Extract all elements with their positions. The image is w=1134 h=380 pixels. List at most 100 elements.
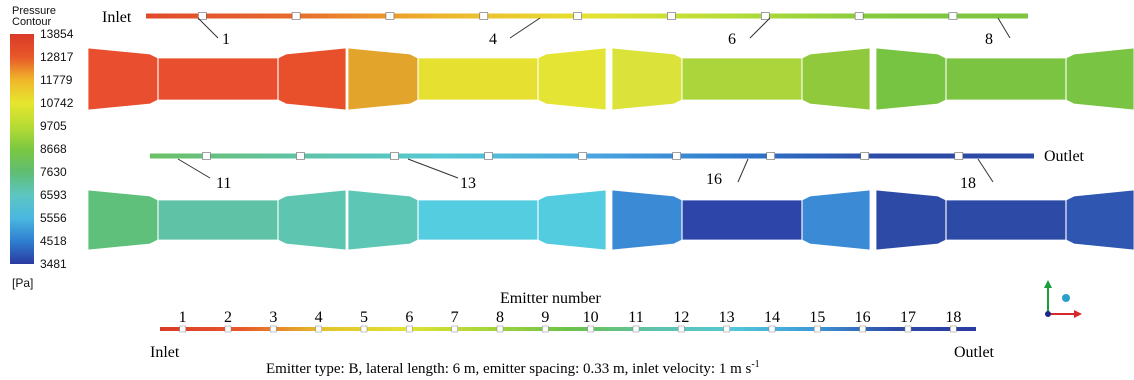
emitter-number-1: 1	[179, 309, 187, 326]
lateral-emitter-marker	[202, 152, 211, 160]
lateral-emitter-marker	[479, 12, 489, 20]
emitter-strip-marker	[496, 325, 504, 333]
emitter-number-4: 4	[315, 309, 323, 326]
bottom-lateral-line	[150, 152, 1034, 160]
emitter-numbers: 1 2 3 4 5 6 7 8 9 10 11 12 13 14 15 16 17 18	[179, 309, 962, 326]
legend-level-label: 12817	[40, 50, 74, 64]
emitter-strip-marker	[904, 325, 912, 333]
lateral-emitter-marker	[667, 12, 676, 20]
emitter-strip-marker	[451, 325, 458, 333]
lateral-emitter-marker	[291, 12, 301, 20]
legend-level-label: 4518	[40, 234, 67, 248]
lateral-emitter-marker	[860, 152, 870, 160]
emitter-strip-marker	[179, 325, 186, 333]
bottom-callout-1: 11	[216, 175, 231, 192]
emitter-number-11: 11	[628, 309, 643, 326]
emitter-number-13: 13	[719, 309, 735, 326]
lateral-pipe	[150, 153, 1034, 159]
lateral-emitter-marker	[766, 152, 775, 160]
caption-text: Emitter type: B, lateral length: 6 m, em…	[266, 361, 751, 377]
lateral-emitter-marker	[484, 152, 493, 160]
legend-color-bar	[10, 34, 34, 264]
lateral-emitter-marker	[760, 12, 770, 20]
bottom-outlet-label: Outlet	[1044, 148, 1085, 165]
segment-left-connector	[611, 47, 683, 111]
segment-right-connector	[277, 189, 347, 251]
axes-triad-icon	[1044, 280, 1082, 318]
top-callout-4: 8	[985, 31, 993, 48]
caption: Emitter type: B, lateral length: 6 m, em…	[266, 359, 760, 377]
emitter-number-9: 9	[541, 309, 549, 326]
emitter-strip-marker	[542, 325, 549, 333]
segment-body	[681, 57, 803, 101]
segment-right-connector	[537, 47, 607, 111]
lateral-emitter-marker	[573, 12, 582, 20]
segment-body	[417, 199, 539, 241]
legend-title-line2: Contour	[12, 16, 52, 28]
lateral-emitter-marker	[390, 152, 399, 160]
lateral-emitter-marker	[948, 12, 958, 20]
legend-title: Pressure Contour	[12, 6, 56, 28]
emitter-number-12: 12	[673, 309, 689, 326]
top-callouts	[197, 17, 1011, 39]
segment-right-connector	[801, 189, 871, 251]
lateral-emitter-marker	[578, 152, 587, 160]
segment-body	[417, 57, 539, 101]
legend-level-label: 5556	[40, 211, 67, 225]
bottom-callouts	[177, 158, 994, 183]
legend-unit: [Pa]	[12, 276, 34, 290]
segment-body	[157, 199, 279, 241]
emitter-strip-marker	[859, 325, 866, 333]
emitter-strip-marker	[270, 325, 277, 333]
legend-labels: 13854 12817 11779 10742 9705 8668 7630 6593 5556…	[40, 27, 84, 274]
segment-right-connector	[1065, 47, 1134, 111]
legend-level-label: 7630	[40, 165, 67, 179]
segment-left-connector	[875, 47, 947, 111]
emitter-number-6: 6	[405, 309, 413, 326]
legend-level-label: 13854	[40, 27, 74, 41]
emitter-number-10: 10	[583, 309, 599, 326]
segment-body	[945, 57, 1067, 101]
segment-left-connector	[611, 189, 683, 251]
top-emitter-segments	[87, 47, 1134, 111]
legend-level-label: 10742	[40, 96, 74, 110]
top-callout-1: 1	[222, 31, 230, 48]
emitter-strip-line	[160, 325, 976, 333]
legend-level-label: 8668	[40, 142, 67, 156]
legend: Pressure Contour 13854 12817 11779 10742 970…	[6, 4, 76, 294]
segment-left-connector	[87, 189, 159, 251]
emitter-strip-marker	[678, 325, 685, 333]
lateral-emitter-marker	[385, 12, 395, 20]
segment-left-connector	[347, 189, 419, 251]
legend-title-line1: Pressure	[12, 5, 57, 17]
emitter-number-5: 5	[360, 309, 368, 326]
top-inlet-label: Inlet	[102, 9, 132, 26]
bottom-callout-4: 18	[960, 175, 976, 192]
lateral-emitter-marker	[197, 12, 207, 20]
emitter-number-14: 14	[764, 309, 780, 326]
legend-level-label: 6593	[40, 188, 67, 202]
lateral-emitter-marker	[672, 152, 681, 160]
bottom-emitter-segments	[87, 189, 1134, 251]
segment-left-connector	[875, 189, 947, 251]
emitter-strip-marker	[632, 325, 640, 333]
bottom-callout-3: 16	[706, 171, 722, 188]
emitter-strip-marker	[406, 325, 413, 333]
emitter-strip-marker	[360, 325, 368, 333]
emitter-strip-title: Emitter number	[500, 290, 602, 307]
lateral-emitter-marker	[954, 152, 964, 160]
emitter-strip-marker	[814, 325, 821, 333]
segment-right-connector	[801, 47, 871, 111]
emitter-number-2: 2	[224, 309, 232, 326]
emitter-number-3: 3	[269, 309, 277, 326]
emitter-number-7: 7	[451, 309, 459, 326]
lateral-pipe	[146, 13, 1028, 19]
emitter-number-18: 18	[945, 309, 961, 326]
top-callout-2: 4	[489, 31, 497, 48]
legend-level-label: 11779	[40, 73, 73, 87]
emitter-strip-marker	[950, 325, 957, 333]
lateral-emitter-marker	[854, 12, 864, 20]
legend-level-label: 3481	[40, 257, 67, 271]
strip-outlet-label: Outlet	[954, 344, 995, 361]
